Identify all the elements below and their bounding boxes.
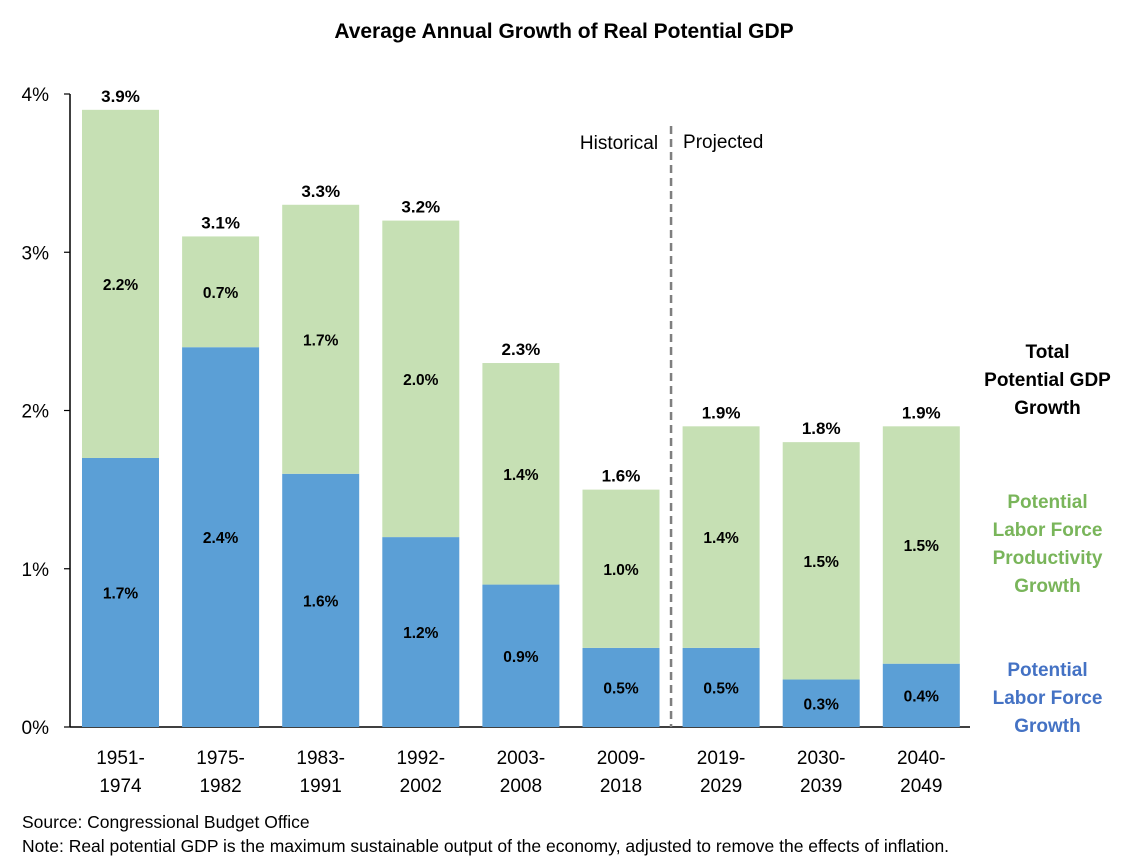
data-label-total: 3.2% (401, 198, 440, 217)
x-tick-label-start: 1975- (196, 748, 245, 769)
x-tick-label-start: 2019- (697, 748, 746, 769)
bar-labor-force-growth (282, 473, 360, 727)
y-tick-label: 4% (22, 85, 50, 106)
data-label-total: 2.3% (502, 340, 541, 359)
data-label-labor: 1.6% (303, 593, 339, 610)
data-label-labor: 0.4% (904, 688, 940, 705)
data-label-labor: 0.5% (603, 680, 639, 697)
bar-productivity-growth (782, 442, 860, 680)
data-label-productivity: 1.4% (703, 530, 739, 547)
data-label-labor: 2.4% (203, 530, 239, 547)
x-tick-label-start: 2030- (797, 748, 846, 769)
legend-labor-line-1: Potential (1007, 660, 1088, 681)
x-tick-label-end: 1974 (99, 776, 142, 797)
data-label-productivity: 1.5% (904, 538, 940, 555)
data-label-productivity: 1.4% (503, 467, 539, 484)
x-tick-label-start: 1992- (396, 748, 445, 769)
bar-productivity-growth (182, 236, 260, 348)
x-tick-label-start: 1983- (296, 748, 345, 769)
legend-labor-line-2: Labor Force (992, 688, 1103, 709)
legend-productivity-line-1: Potential (1007, 492, 1088, 513)
legend-total-line-1: Total (1025, 342, 1070, 363)
bar-productivity-growth (82, 109, 159, 458)
bar-productivity-growth (882, 426, 960, 664)
bar-labor-force-growth (582, 647, 660, 727)
y-tick-label: 0% (22, 718, 50, 739)
bar-labor-force-growth (482, 584, 560, 727)
x-tick-label-end: 2049 (900, 776, 942, 797)
data-label-total: 1.9% (902, 403, 941, 422)
bar-labor-force-growth (82, 457, 159, 727)
data-label-labor: 0.5% (703, 680, 739, 697)
data-label-labor: 0.3% (804, 696, 840, 713)
x-tick-label-end: 2039 (800, 776, 842, 797)
data-label-total: 3.3% (301, 182, 340, 201)
legend-total-gdp-growth: Total Potential GDP Growth (960, 339, 1128, 423)
bar-productivity-growth (282, 204, 360, 474)
bar-labor-force-growth (782, 679, 860, 727)
legend-labor-line-3: Growth (1014, 716, 1081, 737)
legend-productivity-line-3: Productivity (992, 548, 1103, 569)
bar-labor-force-growth (382, 537, 460, 727)
chart-title: Average Annual Growth of Real Potential … (334, 20, 794, 43)
y-tick-label: 3% (22, 243, 50, 264)
legend-total-line-3: Growth (1014, 398, 1081, 419)
data-label-total: 1.9% (702, 403, 741, 422)
legend-productivity-line-4: Growth (1014, 576, 1081, 597)
data-label-productivity: 2.2% (103, 277, 139, 294)
data-label-labor: 1.7% (103, 585, 139, 602)
x-tick-label-end: 1982 (199, 776, 241, 797)
data-label-productivity: 2.0% (403, 372, 439, 389)
x-tick-label-end: 2018 (600, 776, 642, 797)
legend-productivity-line-2: Labor Force (992, 520, 1103, 541)
legend-labor-force-growth: Potential Labor Force Growth (960, 657, 1128, 741)
bar-productivity-growth (382, 220, 460, 538)
y-tick-label: 1% (22, 560, 50, 581)
bar-productivity-growth (482, 363, 560, 585)
x-tick-label-start: 1951- (96, 748, 145, 769)
bar-labor-force-growth (682, 647, 760, 727)
data-label-total: 3.9% (101, 87, 140, 106)
projected-label: Projected (683, 132, 763, 153)
legend-total-line-2: Potential GDP (984, 370, 1111, 391)
footnote: Note: Real potential GDP is the maximum … (22, 836, 950, 856)
data-label-productivity: 1.7% (303, 332, 339, 349)
data-label-total: 1.8% (802, 419, 841, 438)
historical-label: Historical (580, 133, 658, 154)
bar-labor-force-growth (882, 663, 960, 727)
bar-productivity-growth (582, 489, 660, 648)
bar-productivity-growth (682, 426, 760, 648)
x-tick-label-start: 2009- (597, 748, 646, 769)
x-tick-label-end: 2008 (500, 776, 542, 797)
data-label-labor: 0.9% (503, 649, 539, 666)
y-tick-label: 2% (22, 402, 50, 423)
data-label-total: 3.1% (201, 213, 240, 232)
x-tick-label-end: 2002 (400, 776, 442, 797)
legend-productivity-growth: Potential Labor Force Productivity Growt… (960, 489, 1128, 601)
x-tick-label-end: 1991 (300, 776, 342, 797)
data-label-labor: 1.2% (403, 625, 439, 642)
source-note: Source: Congressional Budget Office (22, 812, 310, 832)
x-tick-label-start: 2003- (497, 748, 546, 769)
bar-labor-force-growth (182, 347, 260, 727)
data-label-total: 1.6% (602, 467, 641, 486)
x-tick-label-start: 2040- (897, 748, 946, 769)
x-tick-label-end: 2029 (700, 776, 742, 797)
data-label-productivity: 1.5% (804, 554, 840, 571)
data-label-productivity: 0.7% (203, 285, 239, 302)
data-label-productivity: 1.0% (603, 562, 639, 579)
